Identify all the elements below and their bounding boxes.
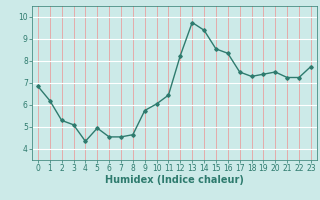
X-axis label: Humidex (Indice chaleur): Humidex (Indice chaleur) xyxy=(105,175,244,185)
